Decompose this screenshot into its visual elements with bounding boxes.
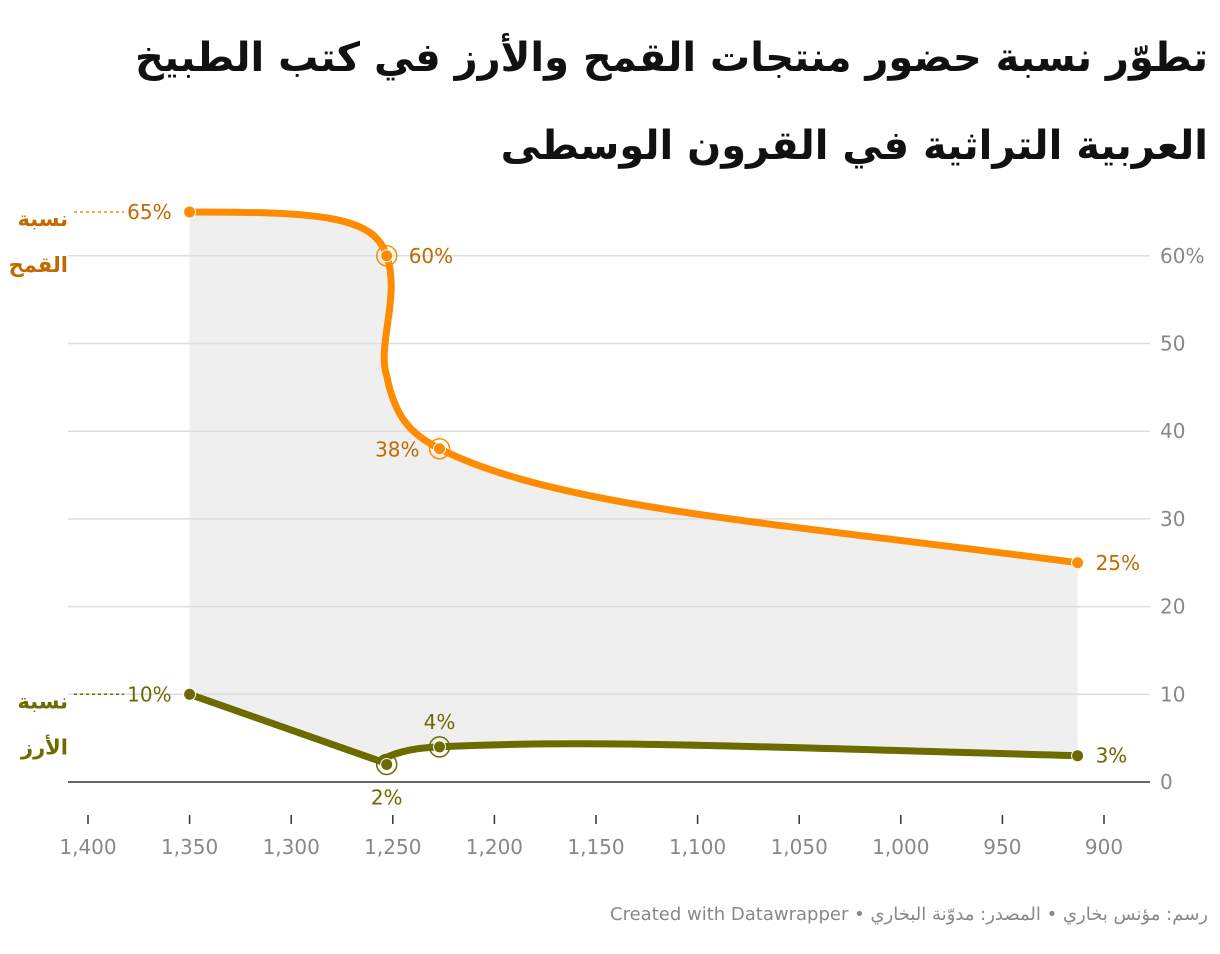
wheat-value-label: 38% xyxy=(375,438,419,462)
rice-name-line-1: نسبة xyxy=(17,689,68,713)
wheat-point xyxy=(183,205,197,219)
rice-name-line-2: الأرز xyxy=(20,733,68,759)
rice-point-ring xyxy=(375,753,398,776)
separator-1: • xyxy=(1046,904,1058,925)
x-tick-label: 1,050 xyxy=(771,835,828,859)
wheat-name-line-1: نسبة xyxy=(17,207,68,231)
wheat-name-line-2: القمح xyxy=(9,253,68,277)
y-tick-label: 40 xyxy=(1160,419,1185,443)
wheat-point-ring xyxy=(375,245,398,267)
y-tick-label: 60% xyxy=(1160,244,1204,268)
x-axis: 1,400 1,350 1,300 1,250 1,200 1,150 1,100 1,050… xyxy=(59,815,1123,859)
shaded-area xyxy=(189,211,1078,762)
rice-line xyxy=(186,690,1082,765)
y-tick-label: 20 xyxy=(1160,595,1185,619)
gridlines: 0 10 20 30 40 50 60% xyxy=(68,244,1204,794)
y-tick-label: 0 xyxy=(1160,770,1173,794)
source-link[interactable]: المصدر: مدوّنة البخاري xyxy=(870,904,1041,925)
rice-point xyxy=(380,757,394,771)
rice-point xyxy=(433,740,447,754)
y-tick-label: 50 xyxy=(1160,332,1185,356)
rice-value-label: 3% xyxy=(1096,744,1128,768)
x-tick-label: 1,200 xyxy=(466,835,523,859)
rice-value-label: 4% xyxy=(424,710,456,734)
x-tick-label: 950 xyxy=(983,835,1021,859)
y-tick-label: 10 xyxy=(1160,682,1185,706)
rice-point xyxy=(183,687,197,701)
wheat-point xyxy=(433,442,447,456)
wheat-value-label: 60% xyxy=(409,244,453,268)
x-tick-label: 900 xyxy=(1085,835,1123,859)
series-layer xyxy=(183,205,1085,776)
chart-title: تطوّر نسبة حضور منتجات القمح والأرز في ك… xyxy=(135,35,1208,169)
wheat-point xyxy=(1071,556,1085,570)
x-tick-label: 1,300 xyxy=(263,835,320,859)
datawrapper-link[interactable]: Created with Datawrapper xyxy=(610,904,849,925)
x-tick-label: 1,150 xyxy=(567,835,624,859)
y-tick-label: 30 xyxy=(1160,507,1185,531)
rice-point-ring xyxy=(428,736,451,758)
x-tick-label: 1,400 xyxy=(59,835,116,859)
wheat-value-label: 65% xyxy=(127,200,171,224)
wheat-point xyxy=(380,249,394,263)
footer: رسم: مؤنس بخاري • المصدر: مدوّنة البخاري… xyxy=(610,904,1208,925)
wheat-line xyxy=(186,208,1082,567)
chart: 0 10 20 30 40 50 60% 1,400 1,350 1,300 1,250 1,200… xyxy=(9,200,1205,859)
credit-text: رسم: مؤنس بخاري xyxy=(1062,904,1208,925)
labels-layer: 65% 60% 38% 25% 10% 2% 4% 3% نسبة القمح نسبة الأرز xyxy=(9,200,1140,810)
wheat-value-label: 25% xyxy=(1096,551,1140,575)
x-tick-label: 1,100 xyxy=(669,835,726,859)
rice-value-label: 10% xyxy=(127,682,171,706)
x-tick-label: 1,250 xyxy=(364,835,421,859)
rice-value-label: 2% xyxy=(371,785,403,809)
separator-2: • xyxy=(854,904,865,925)
x-tick-label: 1,350 xyxy=(161,835,218,859)
rice-point xyxy=(1071,749,1085,763)
shaded-area-layer xyxy=(189,211,1078,762)
x-tick-label: 1,000 xyxy=(872,835,929,859)
wheat-point-ring xyxy=(428,437,451,460)
